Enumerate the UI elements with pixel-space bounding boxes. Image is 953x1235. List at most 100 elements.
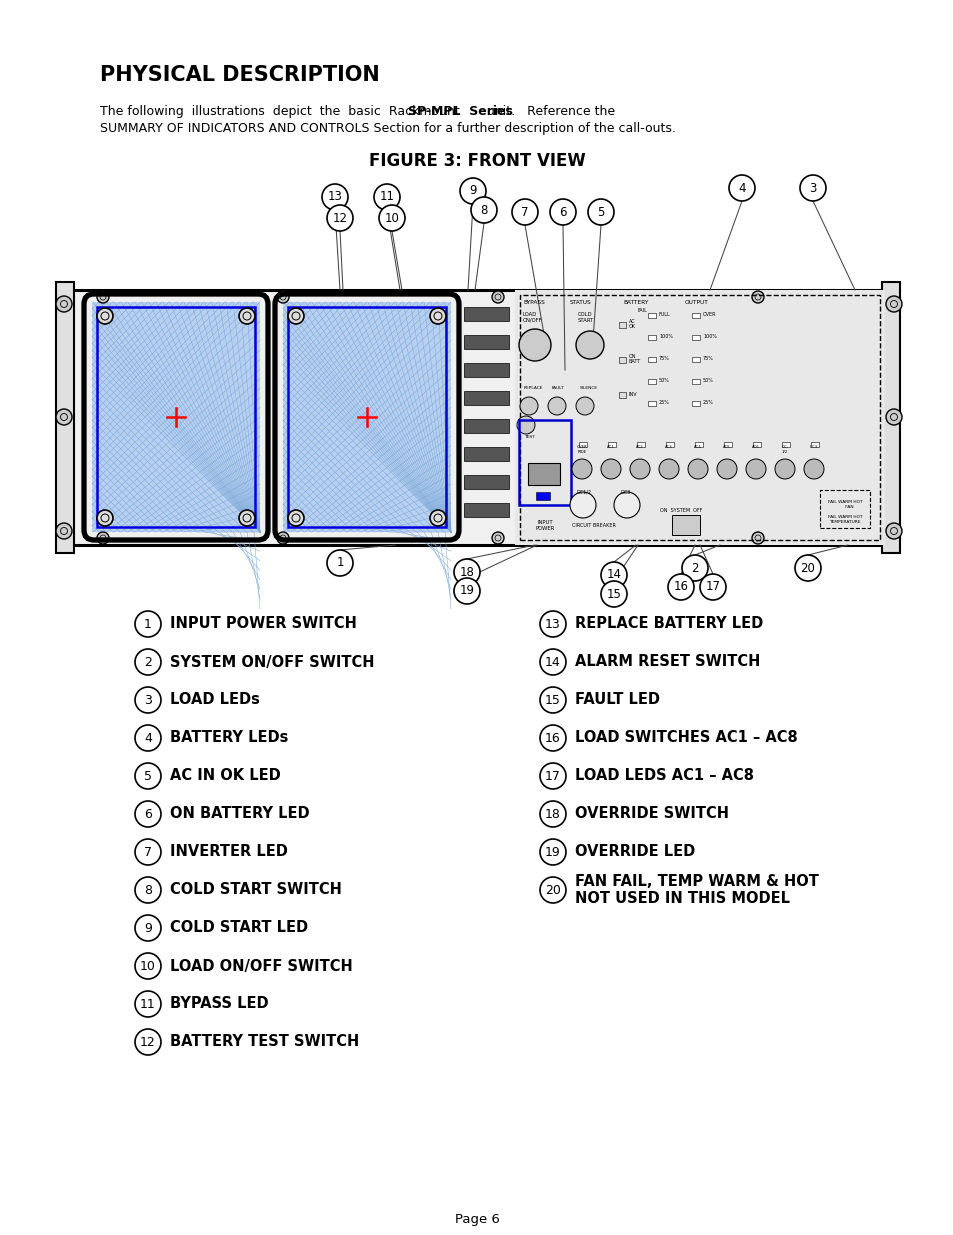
Text: COLD START LED: COLD START LED <box>170 920 308 935</box>
Circle shape <box>97 308 112 324</box>
Text: OVER
RIDE: OVER RIDE <box>576 445 587 453</box>
Text: 10: 10 <box>140 960 155 972</box>
Text: Page 6: Page 6 <box>454 1213 499 1226</box>
Bar <box>68 290 887 545</box>
Circle shape <box>539 611 565 637</box>
Bar <box>91 303 260 532</box>
Text: ON BATTERY LED: ON BATTERY LED <box>170 806 310 821</box>
Text: SUMMARY OF INDICATORS AND CONTROLS Section for a further description of the call: SUMMARY OF INDICATORS AND CONTROLS Secti… <box>100 122 675 135</box>
Bar <box>519 295 879 540</box>
Circle shape <box>800 175 825 201</box>
Circle shape <box>327 550 353 576</box>
Text: 16: 16 <box>673 580 688 594</box>
Text: LOAD LEDs: LOAD LEDs <box>170 693 259 708</box>
Bar <box>518 420 571 505</box>
Bar <box>695 442 702 447</box>
Text: 9: 9 <box>144 921 152 935</box>
Circle shape <box>135 763 161 789</box>
Bar <box>463 308 509 321</box>
Circle shape <box>600 580 626 606</box>
Text: ALARM RESET SWITCH: ALARM RESET SWITCH <box>575 655 760 669</box>
Circle shape <box>600 459 620 479</box>
Bar <box>665 442 673 447</box>
Bar <box>691 335 700 340</box>
Text: DC
1/2: DC 1/2 <box>781 445 787 453</box>
Circle shape <box>885 409 901 425</box>
Text: OUTPUT: OUTPUT <box>684 300 708 305</box>
Circle shape <box>519 396 537 415</box>
Text: AC4: AC4 <box>694 445 701 450</box>
Circle shape <box>135 650 161 676</box>
Circle shape <box>135 725 161 751</box>
Text: 16: 16 <box>544 731 560 745</box>
Text: BATTERY LEDs: BATTERY LEDs <box>170 730 288 746</box>
Text: AC3: AC3 <box>664 445 672 450</box>
Circle shape <box>794 555 821 580</box>
Circle shape <box>327 205 353 231</box>
Text: unit.   Reference the: unit. Reference the <box>478 105 615 119</box>
Text: 75%: 75% <box>659 357 669 362</box>
Text: 3: 3 <box>808 182 816 194</box>
Text: 50%: 50% <box>702 378 713 384</box>
Text: 2: 2 <box>144 656 152 668</box>
Text: 12: 12 <box>140 1035 155 1049</box>
Text: 17: 17 <box>544 769 560 783</box>
Circle shape <box>430 510 446 526</box>
Text: INVERTER LED: INVERTER LED <box>170 845 288 860</box>
Text: AC
OK: AC OK <box>628 319 636 330</box>
Circle shape <box>539 763 565 789</box>
Circle shape <box>239 510 254 526</box>
Text: 9: 9 <box>469 184 476 198</box>
Circle shape <box>492 291 503 303</box>
Bar <box>463 335 509 350</box>
Text: BATTERY: BATTERY <box>622 300 648 305</box>
Circle shape <box>517 416 535 433</box>
Text: LOAD SWITCHES AC1 – AC8: LOAD SWITCHES AC1 – AC8 <box>575 730 797 746</box>
Circle shape <box>547 396 565 415</box>
Text: CIRCUIT BREAKER: CIRCUIT BREAKER <box>572 522 616 529</box>
Text: DC3: DC3 <box>620 490 631 495</box>
Text: LOAD ON/OFF SWITCH: LOAD ON/OFF SWITCH <box>170 958 353 973</box>
Bar <box>283 303 451 532</box>
Circle shape <box>745 459 765 479</box>
Circle shape <box>572 459 592 479</box>
Text: REPLACE: REPLACE <box>523 387 543 390</box>
Text: 3: 3 <box>144 694 152 706</box>
Circle shape <box>629 459 649 479</box>
Circle shape <box>539 650 565 676</box>
Bar <box>882 282 899 553</box>
Bar <box>463 419 509 433</box>
Text: LOAD
ON/OFF: LOAD ON/OFF <box>522 312 542 322</box>
Circle shape <box>600 562 626 588</box>
Bar <box>647 335 656 340</box>
Text: COLD START SWITCH: COLD START SWITCH <box>170 883 341 898</box>
Circle shape <box>430 308 446 324</box>
Bar <box>637 442 644 447</box>
Text: AC2: AC2 <box>636 445 643 450</box>
Text: 18: 18 <box>544 808 560 820</box>
Circle shape <box>135 611 161 637</box>
Text: 4: 4 <box>738 182 745 194</box>
Text: ON
BATT: ON BATT <box>628 353 640 364</box>
Circle shape <box>135 839 161 864</box>
Circle shape <box>614 492 639 517</box>
Text: STATUS: STATUS <box>569 300 591 305</box>
Bar <box>647 379 656 384</box>
Circle shape <box>681 555 707 580</box>
Bar <box>618 391 625 398</box>
Text: 13: 13 <box>327 190 342 204</box>
Circle shape <box>374 184 399 210</box>
Circle shape <box>288 308 304 324</box>
Text: 50%: 50% <box>659 378 669 384</box>
Bar <box>647 357 656 362</box>
Bar <box>691 379 700 384</box>
Text: 100%: 100% <box>659 335 672 340</box>
Circle shape <box>512 199 537 225</box>
Bar <box>671 515 700 535</box>
Text: AC6: AC6 <box>751 445 759 450</box>
Circle shape <box>97 532 109 543</box>
Text: AC IN OK LED: AC IN OK LED <box>170 768 280 783</box>
Circle shape <box>322 184 348 210</box>
Text: FAULT LED: FAULT LED <box>575 693 659 708</box>
Circle shape <box>659 459 679 479</box>
